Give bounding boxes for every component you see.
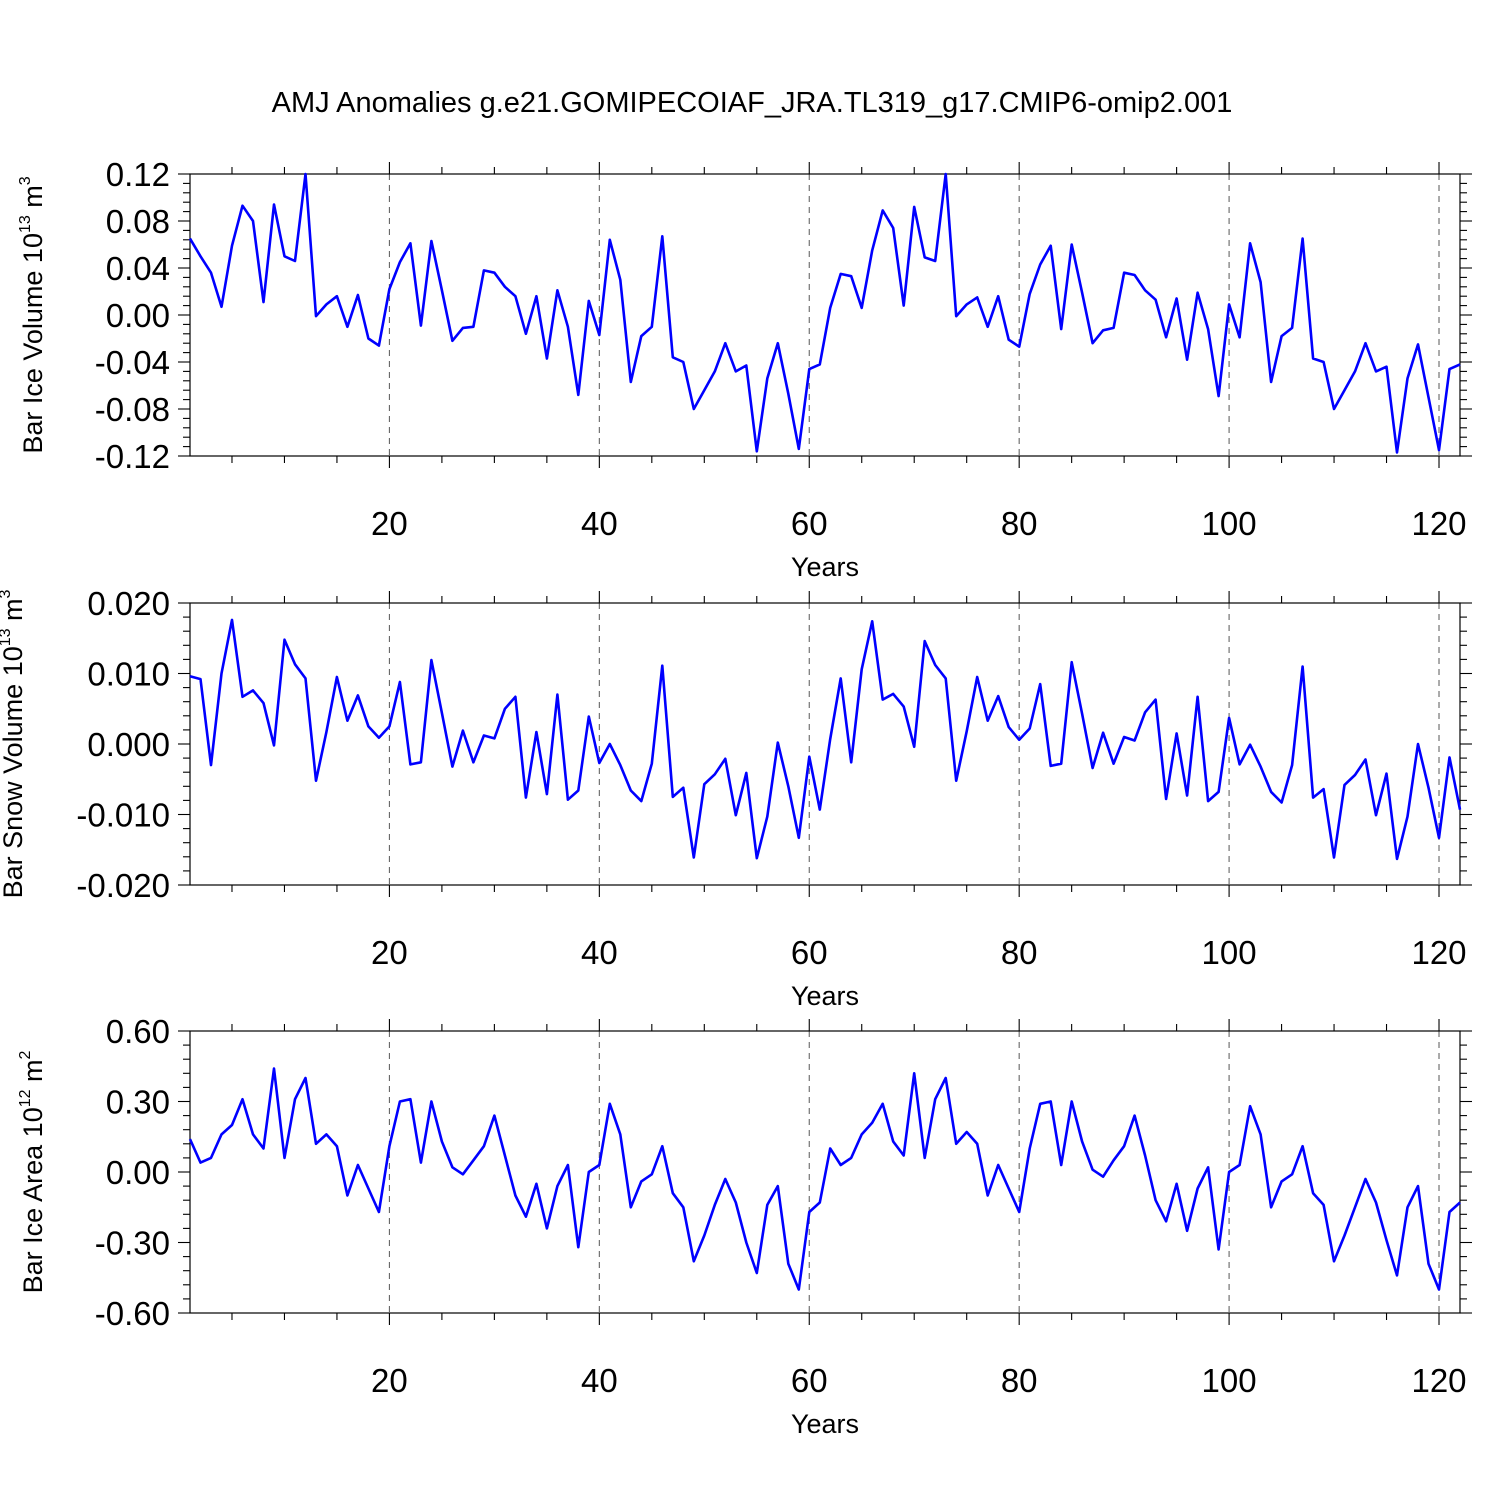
x-tick-label: 80 [1001,934,1038,971]
y-tick-label: -0.30 [95,1225,170,1262]
y-tick-label: -0.08 [95,391,170,428]
series-line [189,618,1462,861]
panel-2: -0.020 -0.010 0.000 0.010 0.020 20 40 60 80 100 12… [0,585,1472,1011]
x-tick-label: 80 [1001,505,1038,542]
x-tick-label: 20 [371,934,408,971]
x-tick-label: 40 [581,505,618,542]
x-tick-label: 80 [1001,1362,1038,1399]
series-line [188,1067,1461,1291]
x-tick-label: 20 [371,505,408,542]
chart-title: AMJ Anomalies g.e21.GOMIPECOIAF_JRA.TL31… [272,87,1233,119]
y-tick-label: -0.020 [76,867,170,904]
x-tick-label: 120 [1411,505,1466,542]
y-tick-label: 0.12 [106,156,170,193]
y-tick-label: 0.00 [106,297,170,334]
y-tick-label: 0.04 [106,250,170,287]
y-axis-label: Bar Ice Volume 1013 m3 [17,176,48,453]
x-axis-label: Years [791,1409,859,1439]
x-axis-label: Years [791,981,859,1011]
x-tick-label: 60 [791,505,828,542]
x-tick-label: 40 [581,934,618,971]
y-tick-label: 0.60 [106,1013,170,1050]
x-tick-label: 40 [581,1362,618,1399]
panel-3: -0.60 -0.30 0.00 0.30 0.60 20 40 60 80 100 120 Year… [17,1013,1472,1439]
y-tick-label: -0.010 [76,797,170,834]
x-tick-label: 60 [791,1362,828,1399]
y-tick-label: 0.00 [106,1154,170,1191]
y-tick-label: 0.010 [87,656,170,693]
y-tick-label: 0.08 [106,203,170,240]
y-axis-label: Bar Snow Volume 1013 m3 [0,589,28,898]
y-tick-label: 0.30 [106,1084,170,1121]
panel-1: -0.12 -0.08 -0.04 0.00 0.04 0.08 0.12 20 40 60 80 1… [17,156,1472,582]
x-tick-label: 120 [1411,1362,1466,1399]
chart-panels: -0.12 -0.08 -0.04 0.00 0.04 0.08 0.12 20 40 60 80 1… [0,156,1472,1439]
y-tick-label: 0.020 [87,585,170,622]
x-axis-label: Years [791,552,859,582]
y-tick-label: -0.04 [95,344,170,381]
y-tick-label: 0.000 [87,726,170,763]
series-line [188,172,1461,454]
x-tick-label: 60 [791,934,828,971]
x-tick-label: 20 [371,1362,408,1399]
y-axis-label: Bar Ice Area 1012 m2 [17,1050,48,1293]
x-tick-label: 100 [1202,1362,1257,1399]
x-tick-label: 120 [1411,934,1466,971]
y-tick-label: -0.60 [95,1295,170,1332]
x-tick-label: 100 [1202,934,1257,971]
x-tick-label: 100 [1202,505,1257,542]
y-tick-label: -0.12 [95,438,170,475]
